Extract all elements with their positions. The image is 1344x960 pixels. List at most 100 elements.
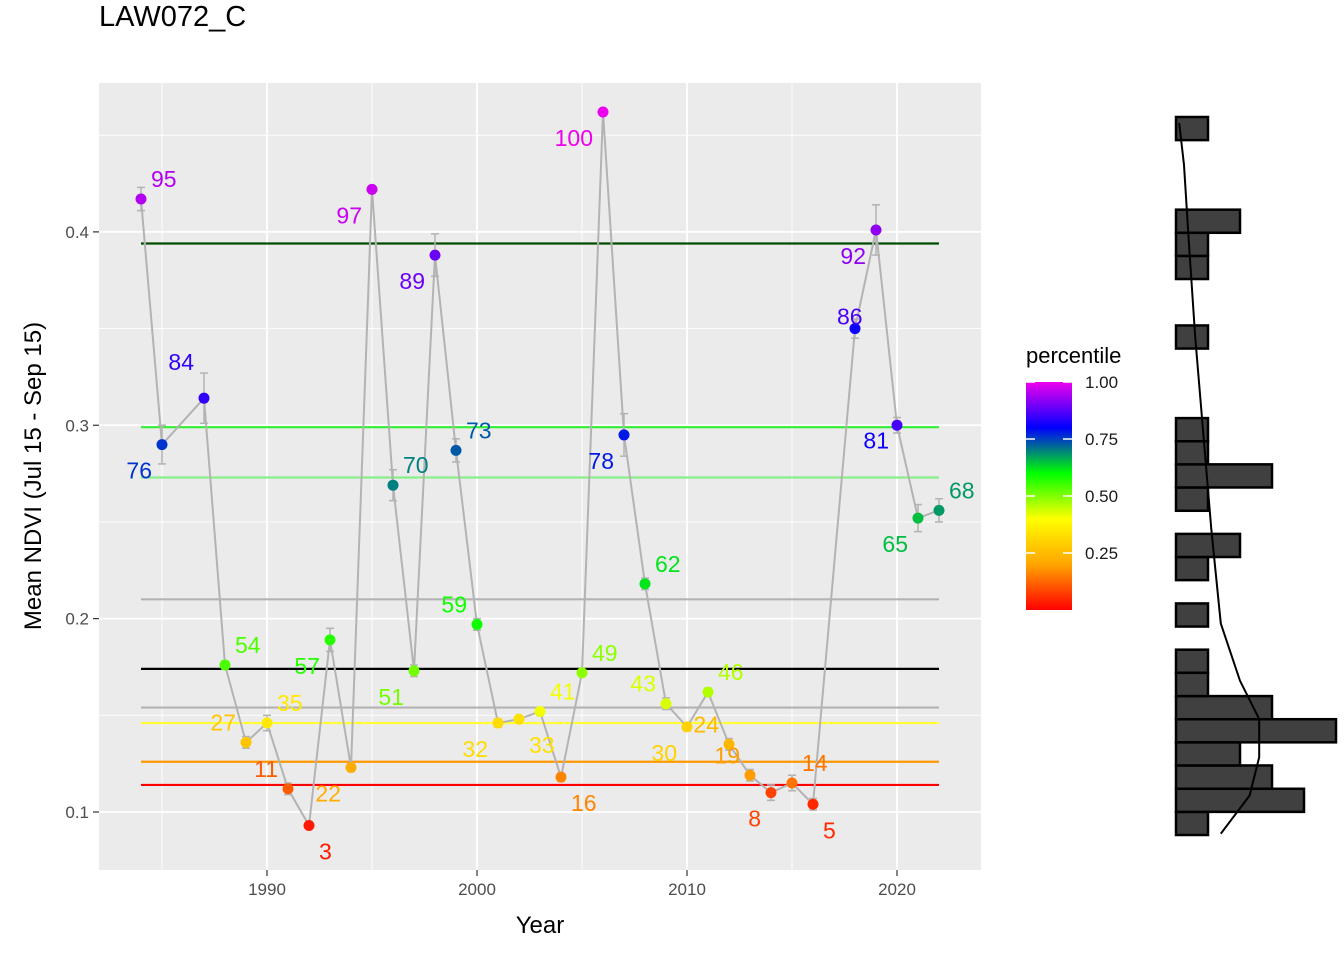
legend-tick-label: 0.25 [1085,544,1118,563]
point-label: 62 [655,551,681,577]
histogram-bar [1174,416,1210,443]
data-point [555,771,567,783]
data-point [660,698,672,710]
x-axis-title: Year [516,912,565,939]
data-point [408,665,420,677]
point-label: 30 [651,740,677,766]
chart-title: LAW072_C [99,1,246,33]
data-point [513,713,525,725]
point-label: 46 [718,659,744,685]
point-label: 86 [837,303,863,329]
histogram-bar [1174,532,1242,559]
data-points [135,106,945,832]
point-label: 54 [235,632,261,658]
data-point [765,787,777,799]
data-point [723,738,735,750]
legend-tick-label: 0.50 [1085,487,1118,506]
point-label: 24 [693,711,719,737]
data-point [534,705,546,717]
marginal-histogram [1174,115,1338,837]
point-label: 65 [882,531,908,557]
data-point [324,634,336,646]
main-panel: 95 76 84 54 27 35 11 3 57 22 97 70 51 89 73 59 32 33 41 16 4… [99,83,981,870]
data-point [891,419,903,431]
point-label: 22 [315,781,341,807]
data-point [366,183,378,195]
histogram-bar [1174,231,1210,258]
point-label: 3 [319,839,332,865]
point-label: 73 [466,417,492,443]
data-point [198,392,210,404]
data-point [240,736,252,748]
point-label: 97 [336,202,362,228]
point-label: 27 [210,709,236,735]
data-point [429,249,441,261]
legend-ticks: 1.00 0.75 0.50 0.25 [1026,373,1118,563]
point-label: 49 [592,640,618,666]
data-point [387,479,399,491]
histogram-bar [1174,463,1274,489]
data-point [135,193,147,205]
data-point [912,512,924,524]
histogram-bar [1174,555,1210,582]
data-point [303,820,315,832]
data-point [933,504,945,516]
data-point [471,618,483,630]
data-point [639,578,651,590]
legend: percentile 1.00 0.75 0.50 0.25 [1026,343,1121,610]
point-label: 92 [840,243,866,269]
point-label: 68 [949,477,975,503]
histogram-bar [1174,648,1210,675]
x-tick-label: 2000 [458,880,496,899]
y-tick-label: 0.4 [65,223,89,242]
data-point [681,721,693,733]
point-label: 57 [294,653,320,679]
data-point [345,762,357,774]
point-label: 41 [550,678,576,704]
data-point [744,769,756,781]
point-label: 11 [254,756,278,782]
data-point [597,106,609,118]
point-label: 35 [277,690,303,716]
point-label: 89 [399,268,425,294]
histogram-bar [1174,741,1242,767]
histogram-bar [1174,717,1338,744]
point-label: 59 [441,591,467,617]
data-point [618,429,630,441]
x-axis: 1990 2000 2010 2020 [248,870,916,899]
point-label: 100 [555,125,593,151]
point-label: 14 [802,750,828,776]
histogram-bar [1174,115,1210,142]
point-label: 43 [630,671,656,697]
point-label: 81 [863,428,889,454]
density-curve [1178,122,1261,835]
data-point [870,224,882,236]
histogram-bar [1174,764,1274,791]
histogram-bar [1174,208,1242,235]
point-labels: 95 76 84 54 27 35 11 3 57 22 97 70 51 89 73 59 32 33 41 16 4… [126,125,974,865]
legend-tick-label: 0.75 [1085,430,1118,449]
x-tick-label: 2010 [668,880,706,899]
point-label: 8 [748,806,761,832]
point-label: 33 [529,732,555,758]
data-point [702,686,714,698]
histogram-bar [1174,486,1210,513]
point-label: 78 [588,448,614,474]
point-label: 70 [403,452,429,478]
data-point [849,323,861,335]
data-point [450,444,462,456]
data-point [807,798,819,810]
point-label: 84 [168,349,194,375]
data-point [282,783,294,795]
point-label: 51 [378,684,404,710]
histogram-bar [1174,439,1210,466]
point-label: 32 [462,736,488,762]
point-label: 76 [126,458,152,484]
y-tick-label: 0.1 [65,803,89,822]
point-label: 19 [714,742,740,768]
legend-tick-label: 1.00 [1085,373,1118,392]
y-axis: 0.1 0.2 0.3 0.4 [65,223,99,822]
point-label: 16 [571,790,597,816]
x-tick-label: 2020 [878,880,916,899]
